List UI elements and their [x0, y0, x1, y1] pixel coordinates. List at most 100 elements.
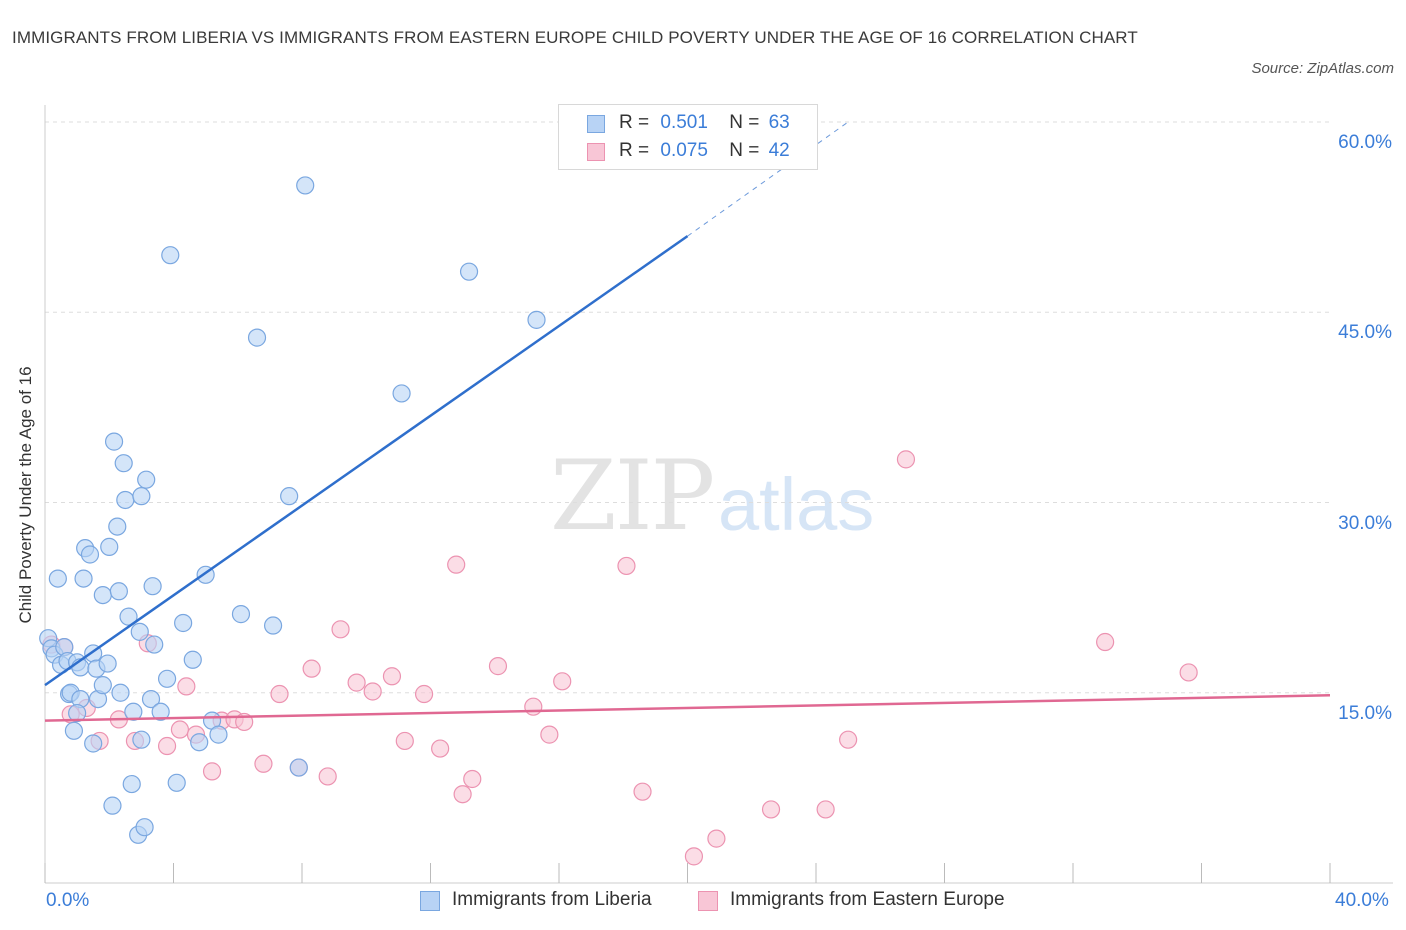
liberia-point: [151, 702, 170, 721]
liberia-point: [137, 470, 156, 489]
liberia-point: [132, 487, 151, 506]
liberia-point: [145, 635, 164, 654]
eastern-europe-point: [447, 555, 466, 574]
liberia-point: [135, 818, 154, 837]
legend-swatch-eastern-europe: [587, 143, 605, 161]
liberia-point: [111, 683, 130, 702]
legend-n-liberia: 63: [768, 112, 790, 133]
legend-n-label: N =: [729, 112, 760, 133]
liberia-point: [84, 734, 103, 753]
eastern-europe-point: [896, 450, 916, 469]
eastern-europe-point: [270, 684, 289, 704]
y-tick-label-30: 30.0%: [1338, 512, 1392, 534]
eastern-europe-point: [414, 684, 434, 704]
eastern-europe-point: [431, 739, 450, 758]
bottom-legend-swatch-liberia: [420, 891, 440, 911]
chart-title: IMMIGRANTS FROM LIBERIA VS IMMIGRANTS FR…: [12, 28, 1138, 47]
trend-lines: [44, 121, 1331, 722]
liberia-point: [93, 585, 112, 605]
eastern-europe-point: [331, 620, 350, 639]
bottom-legend-swatch-eastern-europe: [698, 891, 718, 911]
liberia-point: [161, 246, 180, 265]
eastern-europe-point: [761, 800, 781, 819]
eastern-europe-point: [488, 657, 508, 676]
liberia-point: [296, 176, 315, 195]
legend-r-liberia: 0.501: [660, 112, 708, 133]
liberia-point: [392, 384, 411, 403]
watermark-zip: ZIP: [550, 440, 715, 552]
liberia-point: [109, 582, 128, 601]
trend-line-eastern-europe: [44, 694, 1331, 722]
eastern-europe-point: [177, 677, 196, 696]
liberia-point: [80, 545, 100, 564]
legend-box: R = 0.501 N = 63 R = 0.075 N = 42: [558, 104, 818, 170]
liberia-point: [64, 721, 84, 740]
x-tick-label-min: 0.0%: [46, 890, 90, 911]
liberia-point: [289, 758, 308, 777]
eastern-europe-point: [617, 556, 636, 576]
eastern-europe-point: [395, 731, 414, 751]
trend-line-liberia-extension: [687, 121, 849, 237]
eastern-europe-point: [157, 736, 177, 756]
eastern-europe-point: [524, 697, 543, 716]
eastern-europe-point: [540, 725, 559, 744]
series-liberia-points: [39, 176, 546, 844]
liberia-point: [231, 605, 251, 624]
liberia-point: [103, 796, 122, 815]
liberia-point: [132, 730, 151, 749]
axes: [44, 105, 1393, 884]
eastern-europe-point: [318, 767, 337, 786]
legend-r-label: R =: [619, 140, 650, 161]
legend-r-eastern-europe: 0.075: [660, 140, 708, 161]
liberia-point: [280, 487, 299, 506]
liberia-point: [263, 616, 283, 635]
liberia-point: [527, 310, 546, 329]
eastern-europe-point: [382, 667, 402, 686]
eastern-europe-point: [347, 673, 366, 692]
liberia-point: [116, 490, 135, 510]
liberia-point: [143, 577, 162, 596]
bottom-legend-label-eastern-europe: Immigrants from Eastern Europe: [730, 889, 1005, 910]
liberia-point: [247, 328, 267, 347]
eastern-europe-point: [363, 682, 382, 701]
x-tick-label-max: 40.0%: [1335, 890, 1389, 911]
eastern-europe-point: [633, 782, 652, 801]
liberia-point: [209, 725, 228, 744]
liberia-point: [190, 733, 209, 752]
liberia-point: [167, 773, 186, 792]
liberia-point: [93, 676, 112, 695]
series-eastern-europe-points: [42, 450, 1198, 866]
liberia-point: [68, 703, 87, 723]
eastern-europe-point: [816, 800, 835, 819]
liberia-point: [141, 689, 161, 709]
liberia-point: [124, 702, 143, 721]
liberia-point: [48, 569, 67, 588]
source-label: Source: ZipAtlas.com: [1251, 60, 1394, 77]
legend-swatch-liberia: [587, 115, 605, 133]
eastern-europe-point: [684, 847, 704, 866]
eastern-europe-point: [1096, 632, 1115, 652]
liberia-point: [104, 432, 124, 451]
eastern-europe-point: [839, 730, 858, 749]
eastern-europe-point: [254, 754, 273, 773]
liberia-point: [183, 650, 202, 669]
liberia-point: [119, 607, 138, 626]
liberia-point: [157, 669, 177, 688]
legend-n-label: N =: [729, 140, 760, 161]
y-axis-label: Child Poverty Under the Age of 16: [16, 366, 35, 624]
eastern-europe-point: [1179, 663, 1198, 682]
liberia-point: [108, 517, 127, 536]
liberia-point: [74, 569, 93, 588]
bottom-legend-label-liberia: Immigrants from Liberia: [452, 889, 652, 910]
liberia-point: [174, 613, 193, 633]
eastern-europe-point: [553, 672, 572, 691]
liberia-point: [130, 622, 149, 641]
liberia-point: [100, 537, 119, 556]
y-tick-label-45: 45.0%: [1338, 322, 1392, 344]
legend-n-eastern-europe: 42: [768, 140, 790, 161]
y-tick-label-60: 60.0%: [1338, 132, 1392, 153]
eastern-europe-point: [453, 785, 472, 804]
y-tick-label-15: 15.0%: [1338, 702, 1392, 724]
eastern-europe-point: [202, 762, 222, 781]
